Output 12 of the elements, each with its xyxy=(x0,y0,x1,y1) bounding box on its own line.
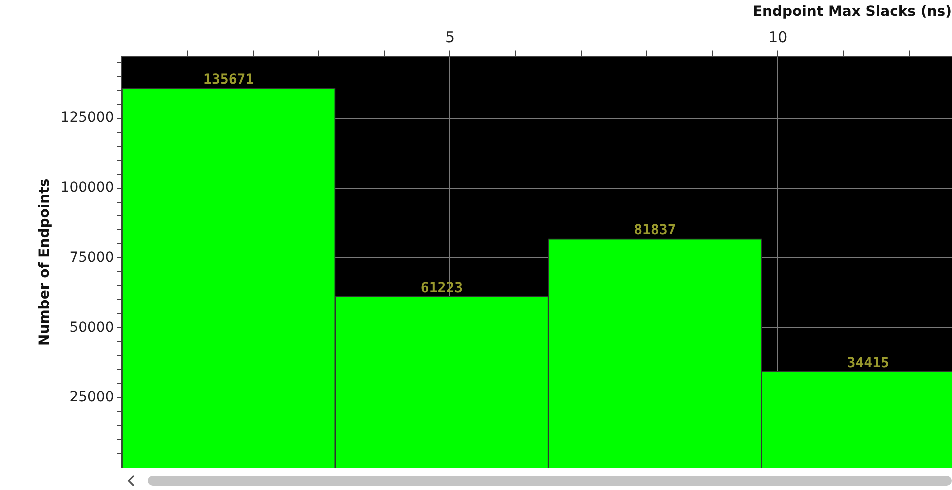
y-tick-label: 25000 xyxy=(70,390,114,406)
y-tick-label: 50000 xyxy=(70,320,114,336)
y-axis-title: Number of Endpoints xyxy=(37,178,54,346)
x-tick-label: 5 xyxy=(445,28,455,47)
x-tick-label: 10 xyxy=(768,28,788,47)
y-tick-label: 75000 xyxy=(70,250,114,266)
data-label: 34415 xyxy=(847,355,890,372)
data-label: 135671 xyxy=(204,72,254,88)
y-tick-label: 125000 xyxy=(60,110,114,126)
data-label: 81837 xyxy=(634,222,676,239)
y-tick-label: 100000 xyxy=(60,180,114,196)
x-axis-title: Endpoint Max Slacks (ns) xyxy=(752,4,952,20)
